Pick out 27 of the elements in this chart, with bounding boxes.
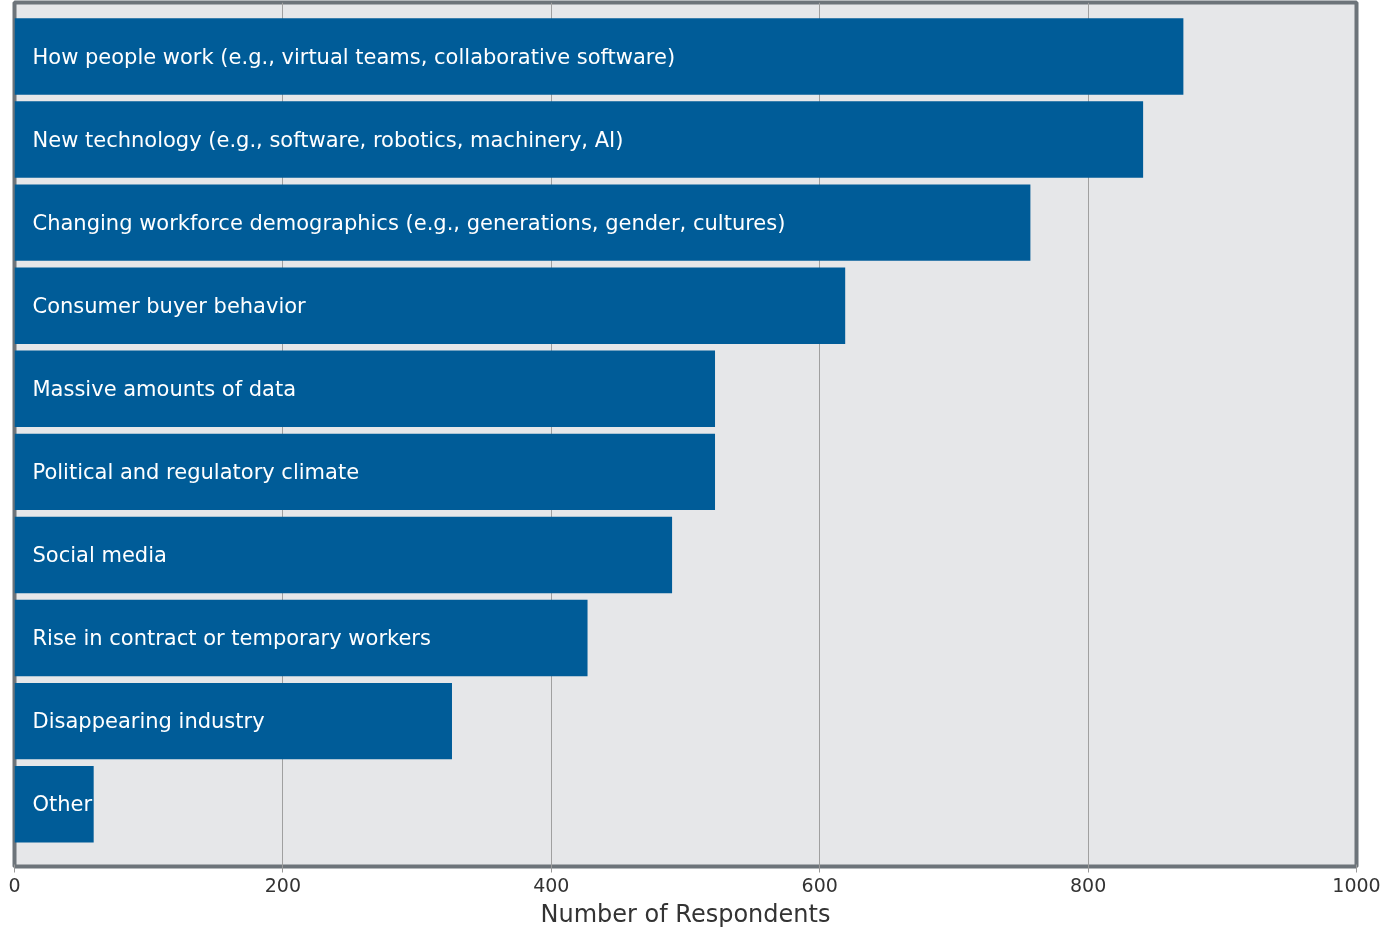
y-tick-label: Changing workforce demographics (e.g., generations, gender, cultures) (32, 210, 786, 235)
x-axis-title: Number of Respondents (540, 899, 831, 928)
y-tick-label: Consumer buyer behavior (32, 293, 307, 318)
y-tick-label: Massive amounts of data (32, 376, 297, 401)
y-tick-label: How people work (e.g., virtual teams, collaborative software) (32, 44, 676, 69)
bar (14, 350, 716, 428)
bar (14, 267, 846, 344)
y-tick-label: New technology (e.g., software, robotics, machinery, AI) (32, 127, 624, 152)
bar (14, 682, 452, 760)
y-tick-label: Social media (32, 542, 167, 567)
bar (14, 433, 716, 511)
y-tick-label: Disappearing industry (32, 709, 265, 734)
bar (14, 516, 673, 594)
x-tick-label: 800 (1069, 873, 1107, 896)
y-tick-label: Rise in contract or temporary workers (32, 626, 431, 651)
x-tick-label: 400 (533, 873, 570, 896)
x-tick-label: 1000 (1332, 873, 1381, 896)
x-tick-label: 200 (264, 873, 302, 896)
bar (14, 18, 1184, 95)
x-tick-label: 0 (8, 873, 21, 896)
bar (14, 765, 94, 843)
bar (14, 599, 588, 677)
y-tick-label: Other (32, 792, 93, 817)
bar (14, 101, 1144, 178)
x-tick-label: 600 (801, 873, 838, 896)
bar (14, 184, 1031, 261)
y-tick-label: Political and regulatory climate (32, 459, 360, 484)
